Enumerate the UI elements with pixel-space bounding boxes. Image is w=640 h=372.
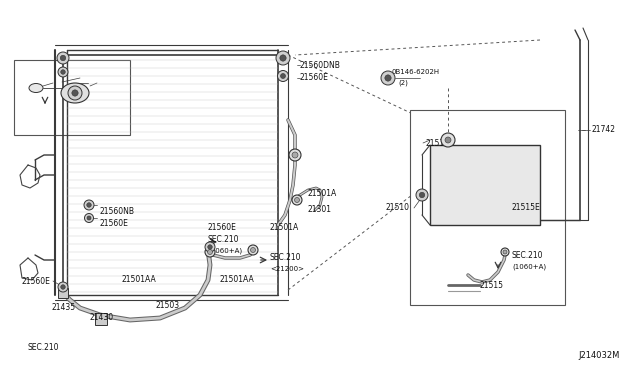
- Circle shape: [57, 52, 69, 64]
- Circle shape: [205, 247, 215, 257]
- Bar: [430, 145, 540, 225]
- Circle shape: [60, 55, 66, 61]
- Text: 21430: 21430: [90, 314, 114, 323]
- Circle shape: [292, 152, 298, 158]
- Text: J214032M: J214032M: [578, 352, 620, 360]
- Text: 21560E: 21560E: [300, 74, 329, 83]
- Circle shape: [441, 133, 455, 147]
- Circle shape: [58, 282, 68, 292]
- Circle shape: [87, 203, 92, 207]
- Text: 21515: 21515: [480, 280, 504, 289]
- Ellipse shape: [61, 83, 89, 103]
- Circle shape: [503, 250, 507, 254]
- Text: SEC.210: SEC.210: [208, 235, 239, 244]
- Circle shape: [61, 285, 65, 289]
- Circle shape: [72, 90, 78, 96]
- Text: 21742: 21742: [592, 125, 616, 135]
- Text: SEC.210: SEC.210: [28, 343, 60, 353]
- Circle shape: [280, 55, 286, 61]
- Bar: [95, 313, 107, 325]
- Circle shape: [207, 250, 212, 254]
- Text: (2): (2): [398, 80, 408, 86]
- Text: 21501A: 21501A: [308, 189, 337, 198]
- Bar: [58, 288, 68, 298]
- Text: 0B146-6202H: 0B146-6202H: [392, 69, 440, 75]
- Circle shape: [276, 51, 290, 65]
- Circle shape: [278, 71, 289, 81]
- Circle shape: [416, 189, 428, 201]
- Text: 21560E: 21560E: [100, 219, 129, 228]
- Circle shape: [208, 245, 212, 249]
- Text: 21515E: 21515E: [512, 203, 541, 212]
- Text: 21516: 21516: [425, 138, 449, 148]
- Circle shape: [280, 74, 285, 78]
- Circle shape: [381, 71, 395, 85]
- Circle shape: [61, 70, 65, 74]
- Ellipse shape: [29, 83, 43, 93]
- Circle shape: [294, 198, 300, 202]
- Text: (1060+A): (1060+A): [208, 248, 242, 254]
- Text: 21510: 21510: [385, 203, 409, 212]
- Text: 21501AA: 21501AA: [122, 276, 157, 285]
- Circle shape: [68, 86, 82, 100]
- Text: 21560E: 21560E: [22, 276, 51, 285]
- Text: 21560E: 21560E: [208, 224, 237, 232]
- Circle shape: [58, 67, 68, 77]
- Circle shape: [292, 195, 302, 205]
- Circle shape: [84, 214, 93, 222]
- Circle shape: [205, 242, 215, 252]
- Circle shape: [501, 248, 509, 256]
- Text: <21200>: <21200>: [270, 266, 304, 272]
- Circle shape: [84, 200, 94, 210]
- Text: SEC.210: SEC.210: [270, 253, 301, 263]
- Text: 21560NB: 21560NB: [100, 208, 135, 217]
- Text: (1060+A): (1060+A): [512, 264, 546, 270]
- Text: 21301: 21301: [308, 205, 332, 215]
- Text: SEC.210: SEC.210: [512, 251, 543, 260]
- Text: 21503: 21503: [155, 301, 179, 310]
- Circle shape: [248, 245, 258, 255]
- Circle shape: [445, 137, 451, 143]
- Text: 21560DNB: 21560DNB: [300, 61, 341, 70]
- Circle shape: [250, 247, 255, 253]
- Text: 21501A: 21501A: [270, 224, 300, 232]
- Circle shape: [385, 75, 391, 81]
- Text: 21435: 21435: [52, 302, 76, 311]
- Bar: [14, 60, 130, 135]
- Bar: [410, 110, 565, 305]
- Circle shape: [87, 216, 91, 220]
- Text: 21501AA: 21501AA: [220, 276, 255, 285]
- Circle shape: [419, 192, 425, 198]
- Circle shape: [289, 149, 301, 161]
